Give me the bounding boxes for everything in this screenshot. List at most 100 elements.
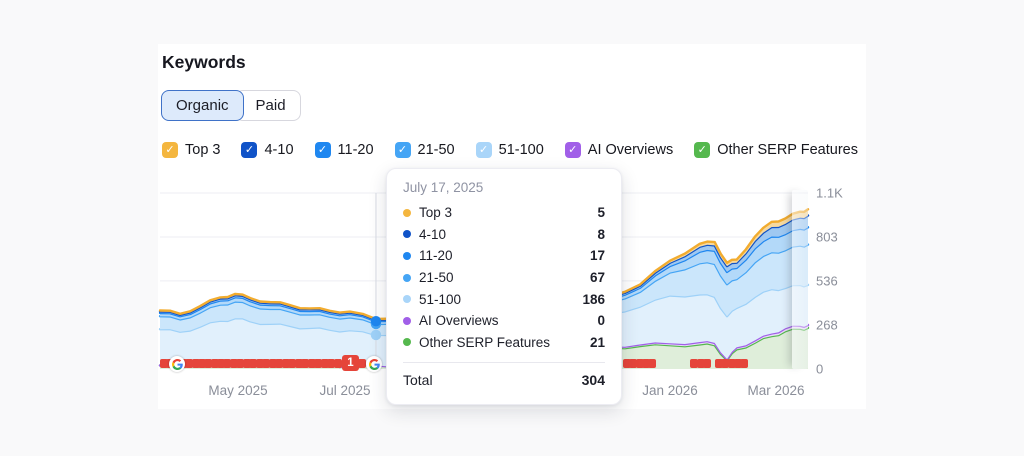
update-note-marker[interactable] (629, 359, 637, 368)
update-note-marker[interactable] (314, 359, 322, 368)
update-note-marker[interactable] (642, 359, 650, 368)
update-note-marker[interactable] (690, 359, 698, 368)
update-note-marker[interactable] (721, 359, 729, 368)
tooltip-total-row: Total 304 (403, 369, 605, 391)
google-logo-icon[interactable] (169, 356, 185, 372)
area-other-serp-features (160, 327, 808, 369)
tooltip-row-label: AI Overviews (419, 313, 499, 329)
21-50-dot-icon (403, 273, 411, 282)
tooltip-row-value: 5 (597, 205, 605, 221)
y-tick-268: 268 (816, 317, 838, 333)
y-tick-1.1K: 1.1K (816, 185, 843, 201)
update-note-marker[interactable] (204, 359, 212, 368)
update-note-marker[interactable] (243, 359, 251, 368)
11-20-checkbox-icon[interactable]: ✓ (314, 142, 331, 158)
tab-organic[interactable]: Organic (161, 90, 244, 121)
filter-label: AI Overviews (587, 142, 674, 158)
filter-label: 21-50 (417, 142, 455, 158)
filter-4-10[interactable]: ✓ 4-10 (241, 142, 294, 158)
update-note-marker[interactable] (327, 359, 335, 368)
update-note-marker[interactable] (295, 359, 303, 368)
tooltip-row-value: 0 (597, 313, 605, 329)
update-note-marker[interactable] (236, 359, 244, 368)
update-note-marker[interactable] (211, 359, 219, 368)
update-note-marker[interactable] (256, 359, 264, 368)
update-note-marker[interactable] (282, 359, 290, 368)
51-100-dot-icon (403, 295, 411, 304)
filter-21-50[interactable]: ✓ 21-50 (394, 142, 455, 158)
other-serp-features-dot-icon (403, 338, 411, 347)
tooltip-row-value: 67 (589, 270, 605, 286)
update-note-marker[interactable] (697, 359, 705, 368)
ai-overviews-dot-icon (403, 316, 411, 325)
tooltip-row-ai-overviews: AI Overviews 0 (403, 310, 605, 332)
update-note-marker[interactable] (715, 359, 723, 368)
chart-tooltip: July 17, 2025 Top 3 5 4-10 8 11-20 17 21-50 67 5… (386, 168, 622, 406)
tooltip-total-label: Total (403, 372, 433, 389)
tooltip-row-value: 17 (589, 248, 605, 264)
filter-label: 4-10 (264, 142, 294, 158)
other-serp-features-checkbox-icon[interactable]: ✓ (694, 142, 711, 158)
update-note-marker[interactable] (275, 359, 283, 368)
tooltip-row-label: 11-20 (419, 248, 453, 264)
update-note-marker[interactable] (334, 359, 342, 368)
update-note-marker[interactable] (288, 359, 296, 368)
update-note-marker[interactable] (230, 359, 238, 368)
google-logo-icon[interactable] (366, 356, 382, 372)
update-note-marker[interactable] (728, 359, 736, 368)
4-10-dot-icon (403, 230, 411, 239)
tooltip-row-label: 4-10 (419, 226, 447, 242)
top-3-checkbox-icon[interactable]: ✓ (162, 142, 178, 158)
x-tick-mar-2026: Mar 2026 (747, 383, 805, 398)
tab-paid[interactable]: Paid (234, 90, 301, 121)
update-note-marker[interactable] (301, 359, 309, 368)
update-note-marker[interactable] (358, 359, 366, 368)
ai-overviews-checkbox-icon[interactable]: ✓ (564, 142, 581, 158)
update-note-marker[interactable] (160, 359, 168, 368)
forecast-strip (792, 190, 808, 369)
update-note-marker[interactable] (269, 359, 277, 368)
filter-11-20[interactable]: ✓ 11-20 (314, 142, 374, 158)
filter-ai-overviews[interactable]: ✓ AI Overviews (564, 142, 674, 158)
top-3-dot-icon (403, 208, 411, 217)
x-tick-jul-2025: Jul 2025 (319, 383, 371, 398)
filter-51-100[interactable]: ✓ 51-100 (475, 142, 544, 158)
x-tick-may-2025: May 2025 (208, 383, 268, 398)
update-note-marker[interactable] (217, 359, 225, 368)
filter-top-3[interactable]: ✓ Top 3 (162, 142, 220, 158)
tooltip-row-label: 21-50 (419, 270, 454, 286)
update-note-marker[interactable] (223, 359, 231, 368)
update-note-marker[interactable] (249, 359, 257, 368)
tooltip-row-label: Top 3 (419, 205, 453, 221)
update-note-marker[interactable] (185, 359, 193, 368)
update-note-marker[interactable] (308, 359, 316, 368)
notes-count-badge[interactable]: 1 (342, 355, 359, 371)
update-note-marker[interactable] (623, 359, 631, 368)
update-note-marker[interactable] (703, 359, 711, 368)
update-note-marker[interactable] (192, 359, 200, 368)
filter-label: Other SERP Features (717, 142, 858, 158)
hover-dot-51-100 (370, 329, 382, 341)
tooltip-row-label: 51-100 (419, 291, 462, 307)
51-100-checkbox-icon[interactable]: ✓ (475, 142, 492, 158)
tooltip-row-51-100: 51-100 186 (403, 288, 605, 310)
filter-label: 51-100 (498, 142, 544, 158)
tooltip-row-4-10: 4-10 8 (403, 224, 605, 246)
update-note-marker[interactable] (262, 359, 270, 368)
x-tick-jan-2026: Jan 2026 (642, 383, 698, 398)
update-note-marker[interactable] (321, 359, 329, 368)
update-note-marker[interactable] (636, 359, 644, 368)
tooltip-row-value: 186 (582, 291, 605, 307)
update-note-marker[interactable] (734, 359, 742, 368)
tooltip-date: July 17, 2025 (403, 180, 484, 195)
tooltip-row-value: 8 (597, 226, 605, 242)
y-tick-0: 0 (816, 361, 824, 377)
tooltip-divider (403, 362, 605, 364)
update-note-marker[interactable] (648, 359, 656, 368)
filter-other-serp-features[interactable]: ✓ Other SERP Features (694, 142, 858, 158)
tooltip-row-value: 21 (589, 334, 605, 350)
update-note-marker[interactable] (740, 359, 748, 368)
4-10-checkbox-icon[interactable]: ✓ (241, 142, 258, 158)
21-50-checkbox-icon[interactable]: ✓ (394, 142, 411, 158)
update-note-marker[interactable] (198, 359, 206, 368)
